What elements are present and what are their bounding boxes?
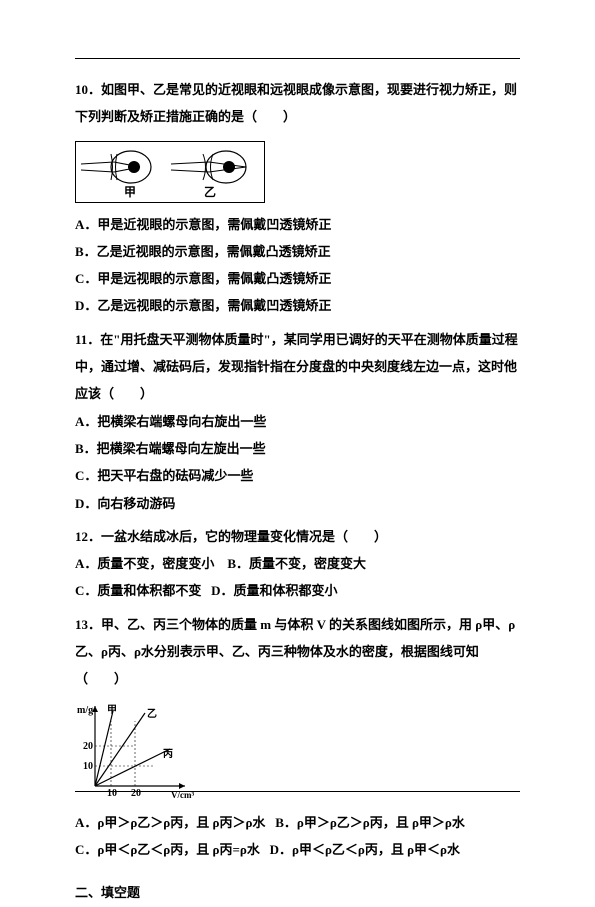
q13-opts-row1: A．ρ甲＞ρ乙＞ρ丙，且 ρ丙＞ρ水 B．ρ甲＞ρ乙＞ρ丙，且 ρ甲＞ρ水 [75, 809, 520, 836]
q12-opt-d: D．质量和体积都变小 [211, 583, 337, 598]
q10-opt-b: B．乙是近视眼的示意图，需佩戴凸透镜矫正 [75, 238, 520, 265]
q13-opt-b: B．ρ甲＞ρ乙＞ρ丙，且 ρ甲＞ρ水 [275, 815, 465, 830]
svg-text:10: 10 [107, 788, 117, 799]
svg-text:20: 20 [131, 788, 141, 799]
q13-stem: 13．甲、乙、丙三个物体的质量 m 与体积 V 的关系图线如图所示，用 ρ甲、ρ… [75, 611, 520, 693]
q11-stem: 11．在"用托盘天平测物体质量时"，某同学用已调好的天平在测物体质量过程中，通过… [75, 326, 520, 408]
q12-text: 12．一盆水结成冰后，它的物理量变化情况是（ ） [75, 529, 387, 544]
q11-opt-d: D．向右移动游码 [75, 490, 520, 517]
svg-text:丙: 丙 [163, 748, 173, 760]
q13-figure: m/g V/cm³ 20 10 10 20 甲 乙 丙 [75, 701, 195, 801]
svg-text:10: 10 [83, 761, 93, 772]
q12-opts-row2: C．质量和体积都不变 D．质量和体积都变小 [75, 577, 520, 604]
svg-text:乙: 乙 [204, 185, 216, 199]
q12-opt-c: C．质量和体积都不变 [75, 583, 201, 598]
q11-text: 11．在"用托盘天平测物体质量时"，某同学用已调好的天平在测物体质量过程中，通过… [75, 332, 518, 402]
q13-opt-a: A．ρ甲＞ρ乙＞ρ丙，且 ρ丙＞ρ水 [75, 815, 265, 830]
q12-stem: 12．一盆水结成冰后，它的物理量变化情况是（ ） [75, 523, 520, 550]
q11-opt-c: C．把天平右盘的砝码减少一些 [75, 462, 520, 489]
q10-opt-a: A．甲是近视眼的示意图，需佩戴凹透镜矫正 [75, 211, 520, 238]
q10-stem: 10．如图甲、乙是常见的近视眼和远视眼成像示意图，现要进行视力矫正，则下列判断及… [75, 76, 520, 131]
q10-opt-c: C．甲是远视眼的示意图，需佩戴凸透镜矫正 [75, 265, 520, 292]
section2-title: 二、填空题 [75, 879, 520, 906]
q13-opt-d: D．ρ甲＜ρ乙＜ρ丙，且 ρ甲＜ρ水 [270, 842, 460, 857]
svg-text:甲: 甲 [124, 185, 136, 199]
q12-opts-row1: A．质量不变，密度变小 B．质量不变，密度变大 [75, 550, 520, 577]
svg-text:乙: 乙 [147, 708, 157, 720]
q11-opt-b: B．把横梁右端螺母向左旋出一些 [75, 435, 520, 462]
q13-opt-c: C．ρ甲＜ρ乙＜ρ丙，且 ρ丙=ρ水 [75, 842, 260, 857]
q13-text: 13．甲、乙、丙三个物体的质量 m 与体积 V 的关系图线如图所示，用 ρ甲、ρ… [75, 617, 515, 687]
svg-text:m/g: m/g [77, 705, 93, 716]
q10-text: 10．如图甲、乙是常见的近视眼和远视眼成像示意图，现要进行视力矫正，则下列判断及… [75, 82, 517, 124]
svg-text:20: 20 [83, 741, 93, 752]
q11-opt-a: A．把横梁右端螺母向右旋出一些 [75, 408, 520, 435]
q10-opt-d: D．乙是远视眼的示意图，需佩戴凹透镜矫正 [75, 292, 520, 319]
q12-opt-a: A．质量不变，密度变小 [75, 556, 214, 571]
svg-text:甲: 甲 [107, 704, 117, 716]
q10-figure: 甲 乙 [75, 141, 265, 203]
q13-opts-row2: C．ρ甲＜ρ乙＜ρ丙，且 ρ丙=ρ水 D．ρ甲＜ρ乙＜ρ丙，且 ρ甲＜ρ水 [75, 836, 520, 863]
q12-opt-b: B．质量不变，密度变大 [227, 556, 366, 571]
